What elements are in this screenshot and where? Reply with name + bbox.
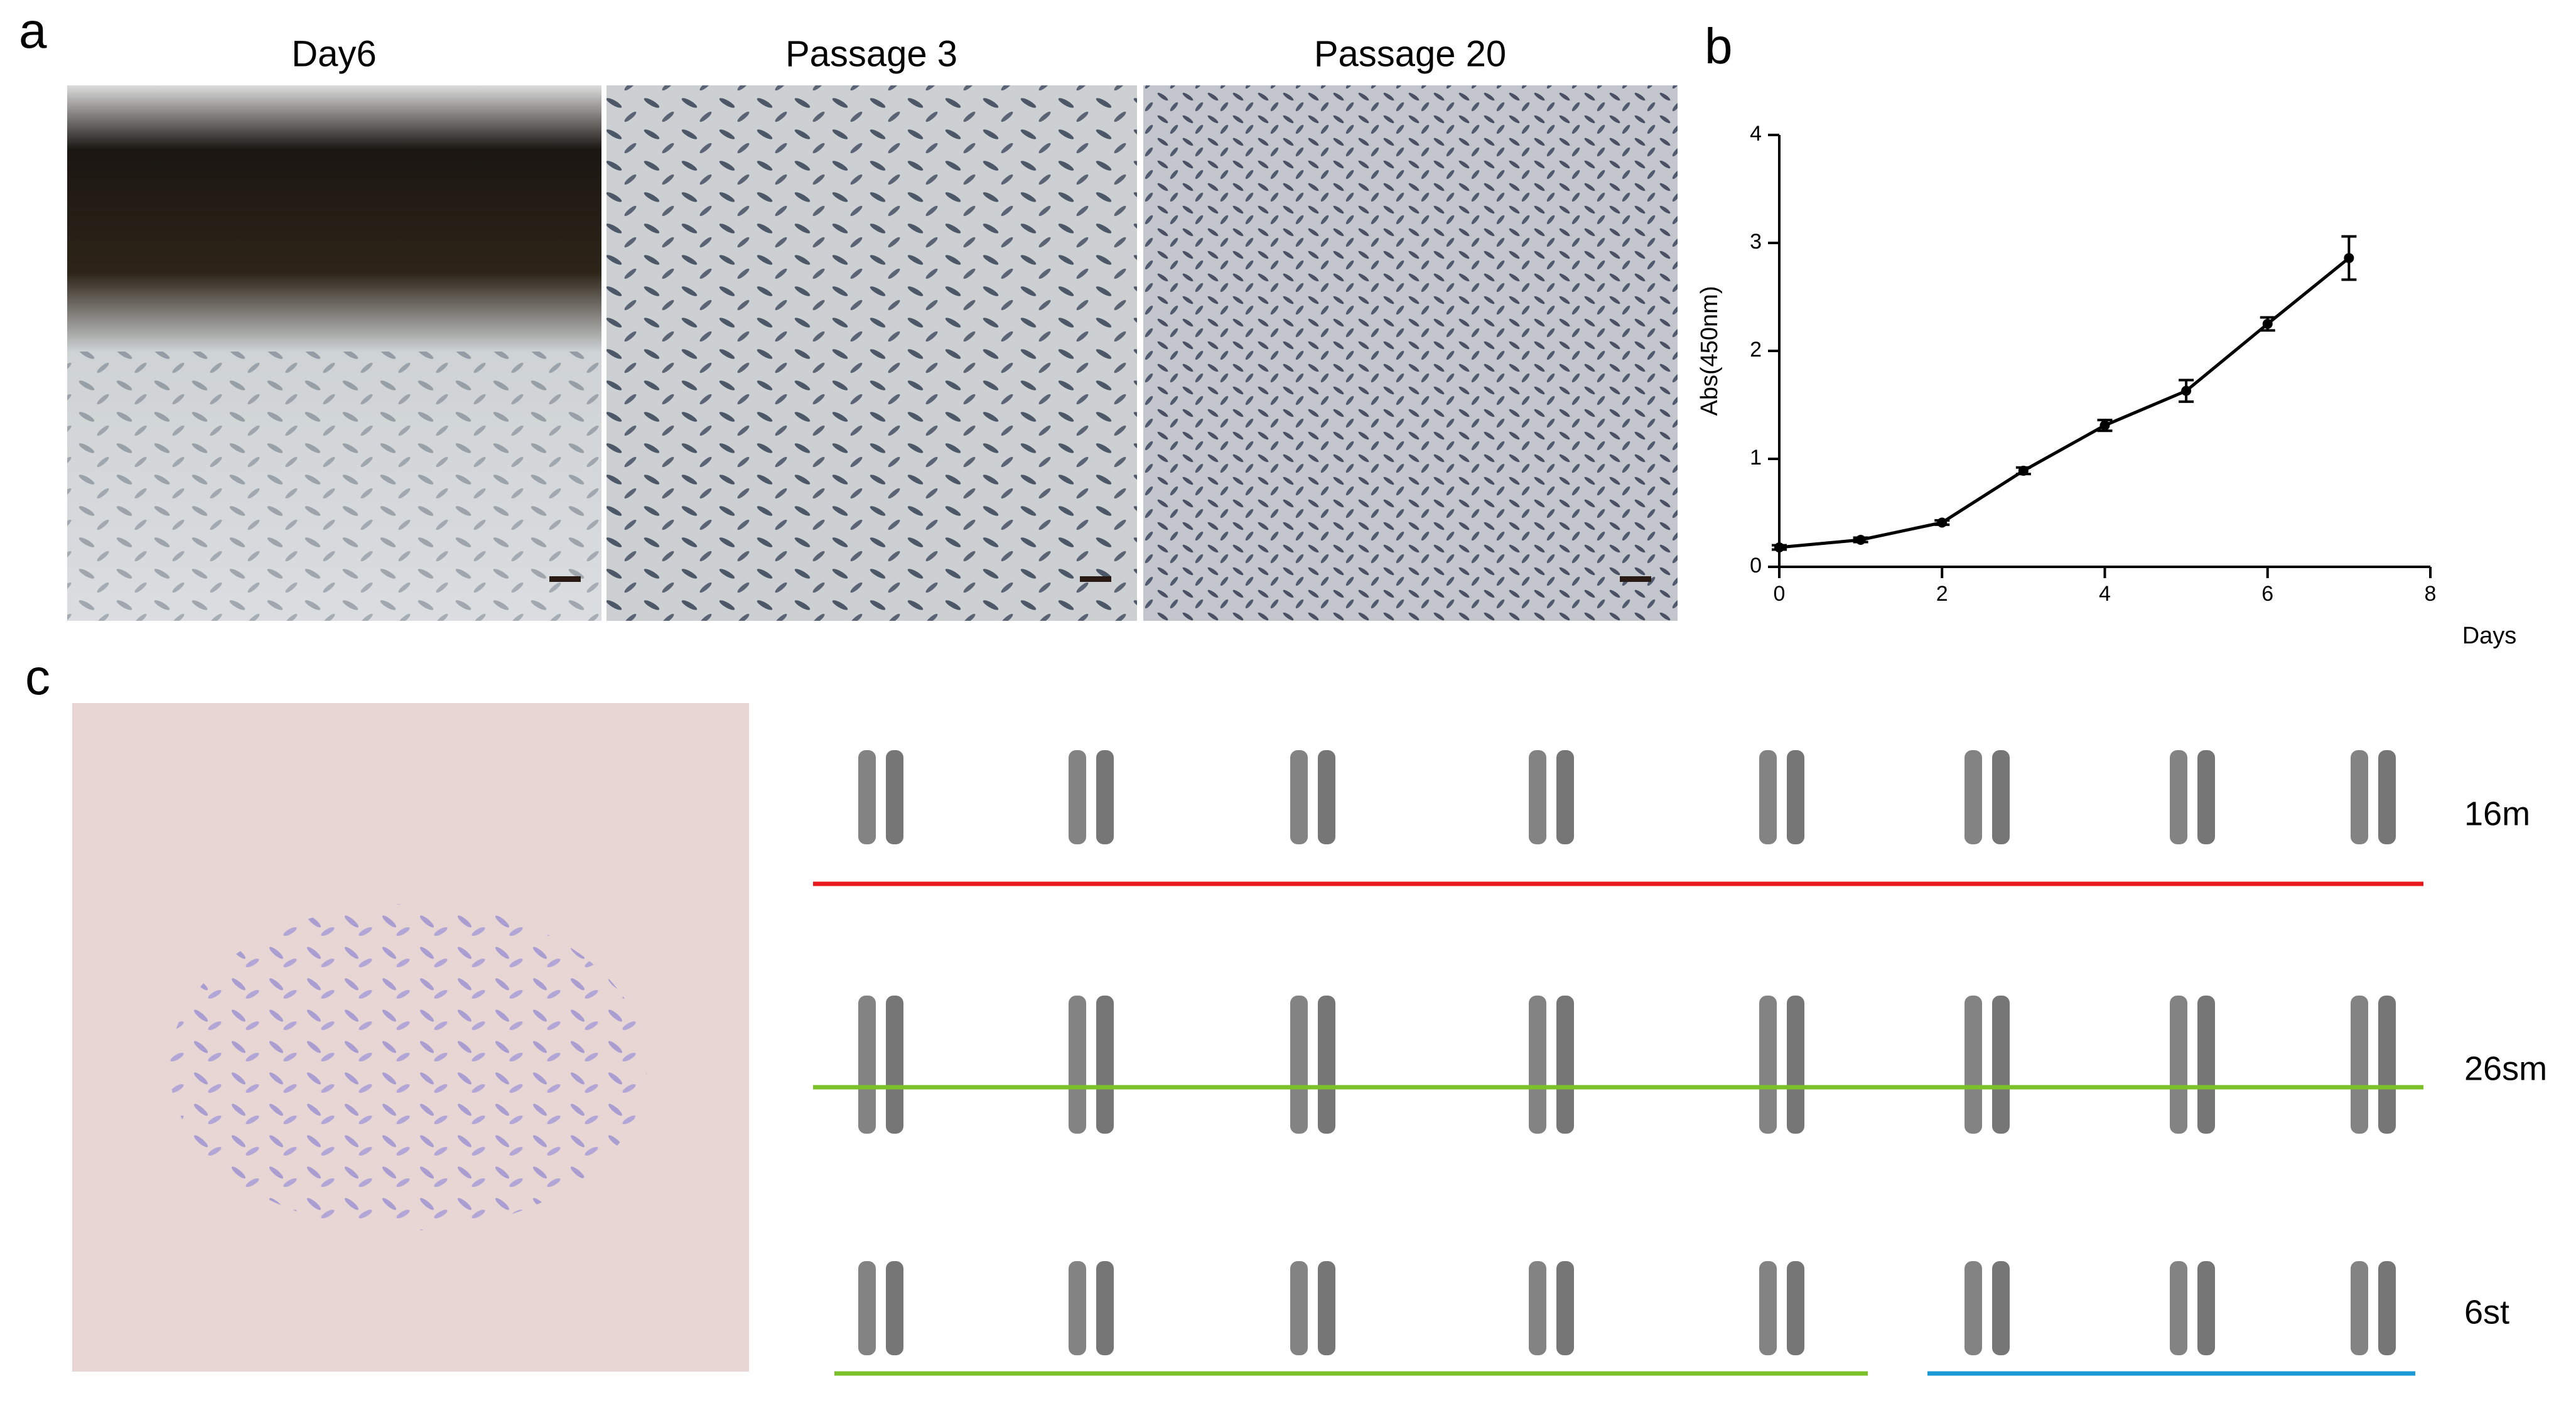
chromosome [1069,750,1086,844]
image-title: Passage 20 [1314,33,1506,74]
chromosome [1787,750,1804,844]
chromosome [1529,1261,1546,1355]
chromosome [1290,996,1308,1134]
data-point [2344,253,2354,264]
data-point [1774,542,1784,553]
chromosome [1992,1261,2010,1355]
y-tick-label: 2 [1750,338,1762,362]
chromosome [886,750,903,844]
chromosome [1992,996,2010,1134]
y-tick-label: 0 [1750,554,1762,578]
data-point [2099,420,2110,431]
chromosome [2351,1261,2368,1355]
chromosome [2170,996,2187,1134]
chromosome [1290,1261,1308,1355]
chromosome [2170,1261,2187,1355]
chromosome [858,996,876,1134]
chromosome [2170,750,2187,844]
panel-label: c [25,649,50,705]
chromosome [1964,750,1982,844]
x-tick-label: 0 [1774,582,1786,606]
chromosome [1069,996,1086,1134]
chromosome [1096,996,1114,1134]
data-point [2262,319,2273,329]
chromosome [1556,996,1574,1134]
micrograph [1143,85,1678,621]
image-title: Passage 3 [785,33,957,74]
chromosome [2378,750,2396,844]
chromosome [1096,1261,1114,1355]
data-point [2181,385,2192,396]
y-tick-label: 4 [1750,122,1762,146]
chromosome [886,996,903,1134]
scale-bar [549,576,581,582]
scale-bar [1080,576,1111,582]
chromosome [2378,1261,2396,1355]
chromosome [1992,750,2010,844]
image-title: Day6 [291,33,376,74]
panel-b: b 0 2 4 6 8 0 1 2 3 4 Days Abs(450nm) [1696,18,2516,649]
cell-texture [67,352,601,621]
panel-c: c 16m 26sm 6st [25,649,2547,1376]
chromosome [858,1261,876,1355]
chromosome [2197,996,2215,1134]
chromosome [1556,1261,1574,1355]
panel-label: b [1705,18,1733,74]
metaphase-spread [170,904,647,1230]
chromosome [1290,750,1308,844]
chromosome [2351,750,2368,844]
chromosome [1318,996,1335,1134]
scale-bar [1620,576,1651,582]
chromosome [1529,996,1546,1134]
chromosome [1787,1261,1804,1355]
chromosome [1096,750,1114,844]
chromosome [1759,750,1777,844]
chromosome [1964,1261,1982,1355]
chromosome [2197,1261,2215,1355]
chromosome [1318,750,1335,844]
chromosome [1318,1261,1335,1355]
chromosome [1556,750,1574,844]
chromosome [1069,1261,1086,1355]
panel-a: a Day6 Passage 3 Passage 20 [19,3,1678,621]
data-point [1937,517,1948,528]
chromosome [1759,996,1777,1134]
data-point [2018,465,2029,476]
y-tick-label: 1 [1750,446,1762,470]
micrograph [606,85,1137,621]
chromosome [2378,996,2396,1134]
row-label: 26sm [2464,1050,2547,1087]
chromosome [2197,750,2215,844]
chromosome [886,1261,903,1355]
panel-label: a [19,3,47,58]
chromosome [1529,750,1546,844]
chromosome [2351,996,2368,1134]
data-point [1855,535,1866,545]
x-tick-label: 6 [2261,582,2273,606]
x-tick-label: 2 [1936,582,1948,606]
x-axis-title: Days [2462,623,2517,649]
chromosome [1759,1261,1777,1355]
data-line [1779,257,2350,549]
chromosome [858,750,876,844]
row-label: 6st [2464,1293,2509,1331]
row-label: 16m [2464,795,2530,832]
chromosome [1964,996,1982,1134]
y-tick-label: 3 [1750,230,1762,254]
x-tick-label: 4 [2099,582,2111,606]
x-tick-label: 8 [2425,582,2437,606]
y-axis-title: Abs(450nm) [1696,286,1723,416]
chromosome [1787,996,1804,1134]
